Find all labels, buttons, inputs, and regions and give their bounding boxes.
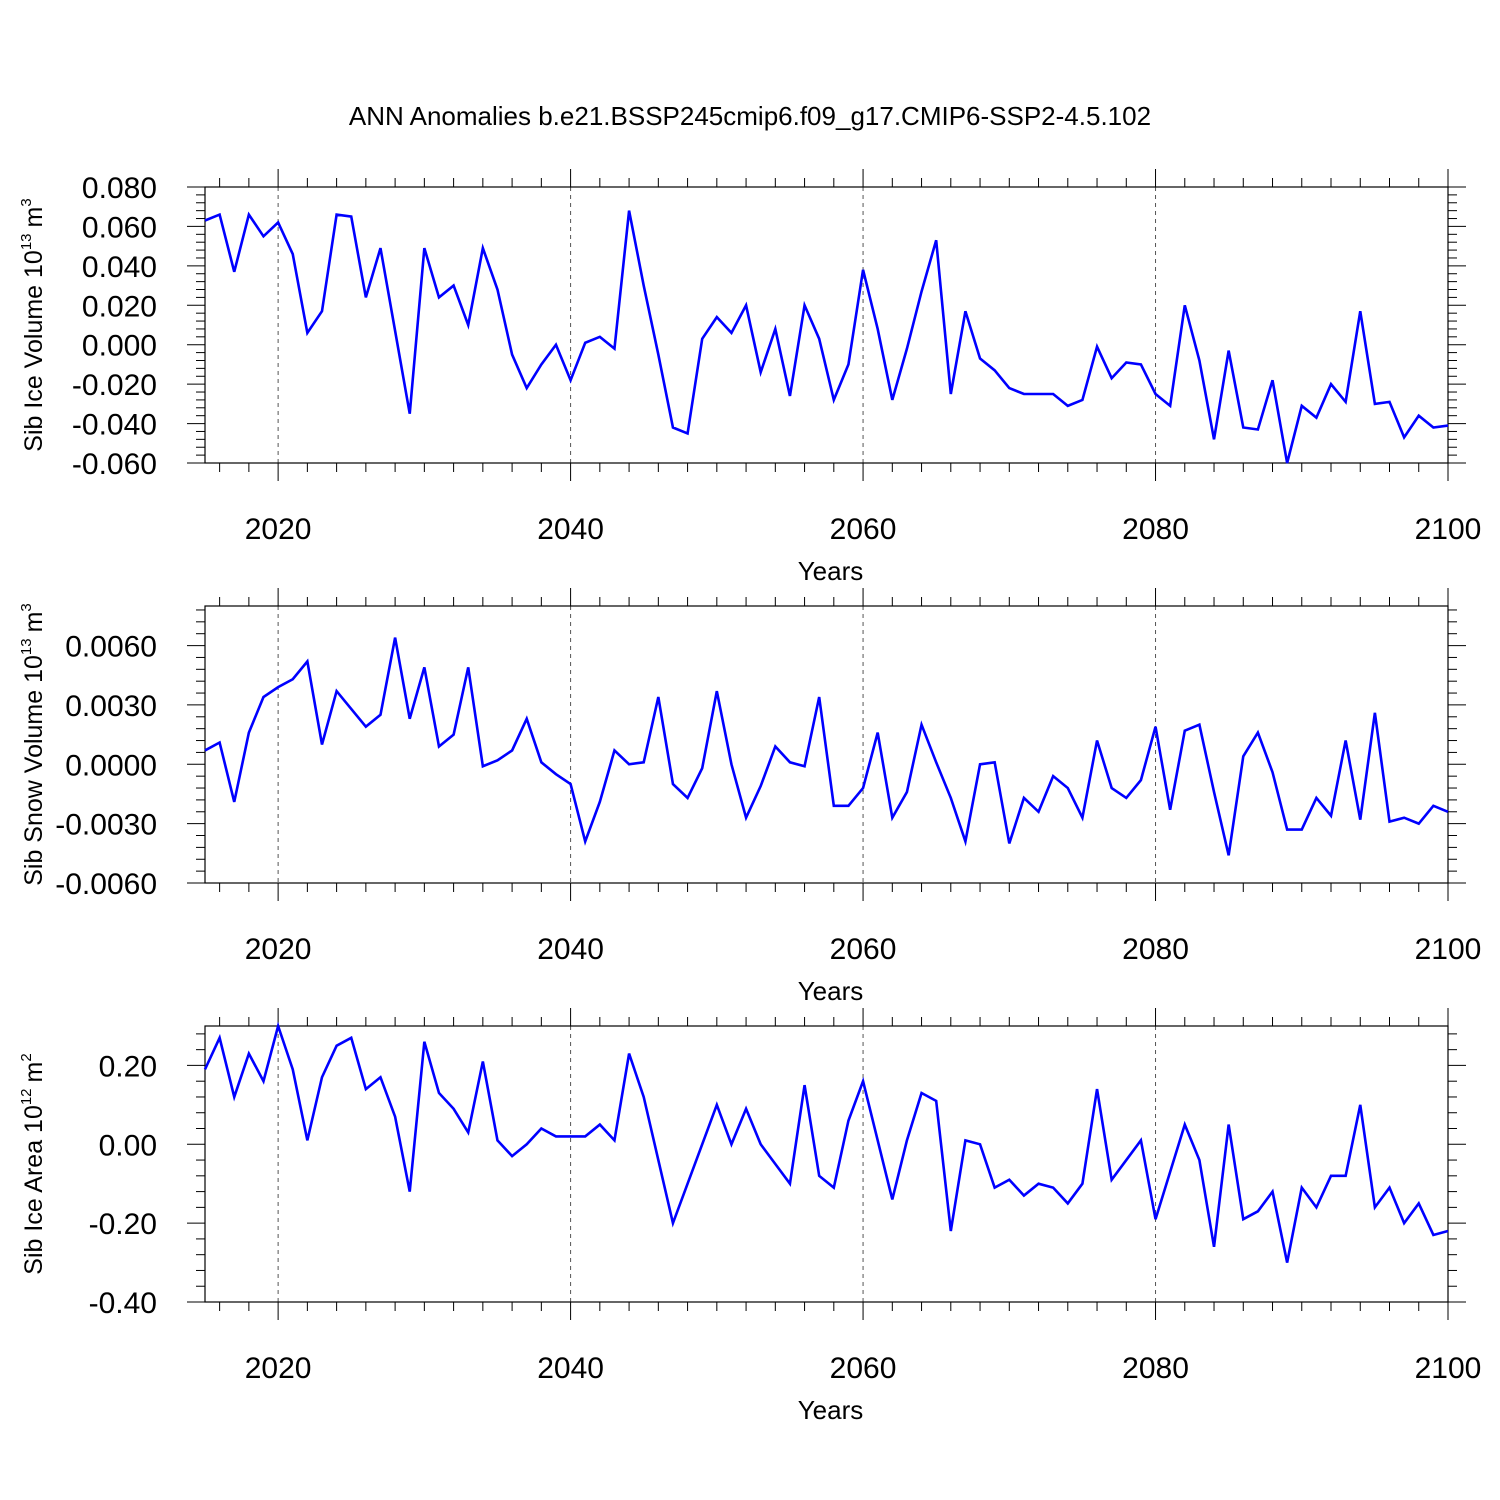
x-tick-label: 2060 <box>830 933 897 966</box>
y-axis-title-part: Sib Ice Volume 10 <box>20 250 48 452</box>
x-tick-label: 2080 <box>1122 1352 1189 1385</box>
x-tick-label: 2020 <box>245 1352 312 1385</box>
y-tick-label: 0.00 <box>99 1129 157 1162</box>
x-tick-label: 2020 <box>245 513 312 546</box>
y-axis-title-superscript: 3 <box>18 603 35 611</box>
y-axis-title-superscript: 13 <box>18 638 35 655</box>
x-tick-label: 2060 <box>830 1352 897 1385</box>
y-tick-label: 0.060 <box>82 211 157 244</box>
y-tick-label: 0.0060 <box>65 631 157 664</box>
y-tick-label: 0.020 <box>82 290 157 323</box>
y-axis-title-part: Sib Snow Volume 10 <box>20 655 48 886</box>
y-axis-title-superscript: 2 <box>18 1053 35 1061</box>
y-tick-label: 0.20 <box>99 1050 157 1083</box>
y-tick-label: -0.060 <box>72 448 157 481</box>
y-axis-title-superscript: 3 <box>18 198 35 206</box>
y-tick-label: 0.000 <box>82 330 157 363</box>
y-axis-title: Sib Snow Volume 1013 m3 <box>18 603 48 886</box>
y-axis-title: Sib Ice Volume 1013 m3 <box>18 198 48 451</box>
y-axis-title-superscript: 12 <box>18 1088 35 1105</box>
x-axis-title: Years <box>798 556 864 586</box>
y-tick-label: -0.40 <box>89 1287 157 1320</box>
x-tick-label: 2040 <box>537 513 604 546</box>
ice-volume-panel: 2020 2040 2060 2080 2100 Years -0.060 -0.040 -0.… <box>18 169 1481 586</box>
y-tick-label: 0.080 <box>82 172 157 205</box>
snow-volume-series-line <box>204 637 1449 856</box>
x-tick-label: 2040 <box>537 933 604 966</box>
plot-frame <box>204 1025 1449 1303</box>
y-tick-label: 0.0030 <box>65 690 157 723</box>
y-axis-title-part: m <box>20 1062 48 1083</box>
x-tick-label: 2100 <box>1415 1352 1482 1385</box>
y-tick-label: -0.040 <box>72 409 157 442</box>
x-axis-title: Years <box>798 1395 864 1425</box>
snow-volume-panel: 2020 2040 2060 2080 2100 Years -0.0060 -0.0030 0… <box>18 588 1481 1006</box>
y-axis-title-part: Sib Ice Area 10 <box>20 1105 48 1275</box>
ice-area-series-line <box>203 1021 1449 1263</box>
y-tick-label: -0.20 <box>89 1208 157 1241</box>
plot-frame <box>204 186 1449 464</box>
y-axis-title-part: m <box>20 612 48 633</box>
x-tick-label: 2020 <box>245 933 312 966</box>
x-tick-label: 2040 <box>537 1352 604 1385</box>
y-axis-title: Sib Ice Area 1012 m2 <box>18 1053 48 1274</box>
x-tick-label: 2100 <box>1415 933 1482 966</box>
x-axis-title: Years <box>798 976 864 1006</box>
x-tick-label: 2080 <box>1122 933 1189 966</box>
plot-frame <box>204 605 1449 884</box>
y-axis-title-part: m <box>20 207 48 228</box>
y-tick-label: 0.0000 <box>65 749 157 782</box>
ice-volume-series-line <box>204 210 1449 464</box>
ice-area-panel: 2020 2040 2060 2080 2100 Years -0.40 -0.20 0.00 0… <box>18 1008 1481 1425</box>
y-tick-label: -0.020 <box>72 369 157 402</box>
y-tick-label: -0.0060 <box>55 868 157 901</box>
x-tick-label: 2080 <box>1122 513 1189 546</box>
y-tick-label: -0.0030 <box>55 809 157 842</box>
x-tick-label: 2060 <box>830 513 897 546</box>
x-tick-label: 2100 <box>1415 513 1482 546</box>
figure-title: ANN Anomalies b.e21.BSSP245cmip6.f09_g17… <box>349 101 1151 131</box>
y-tick-label: 0.040 <box>82 251 157 284</box>
y-axis-title-superscript: 13 <box>18 233 35 250</box>
